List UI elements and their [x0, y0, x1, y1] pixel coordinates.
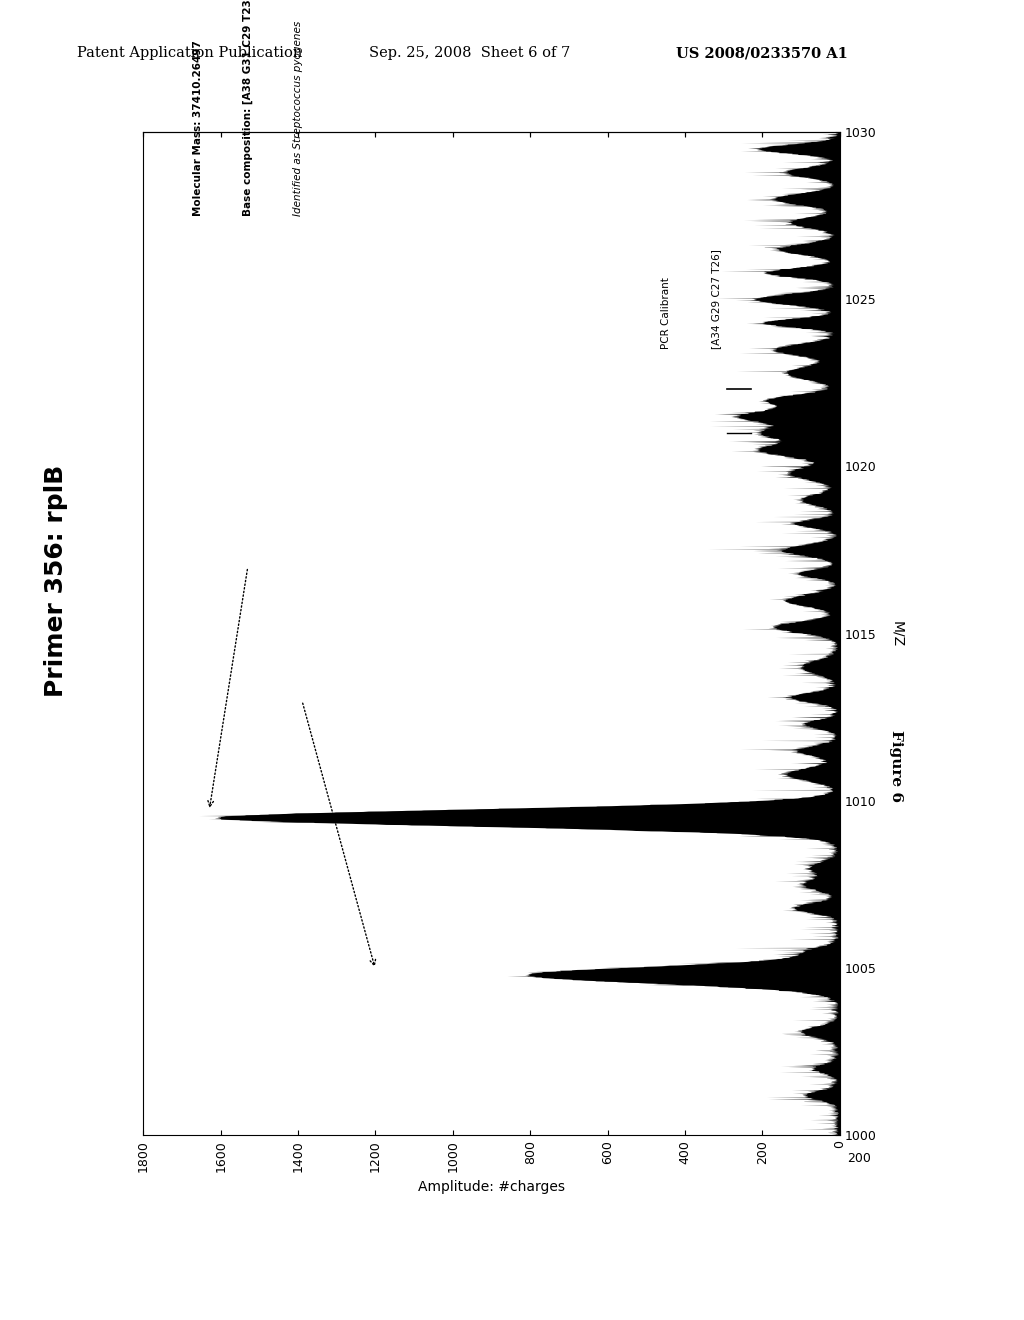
Text: US 2008/0233570 A1: US 2008/0233570 A1	[676, 46, 848, 61]
Text: Patent Application Publication: Patent Application Publication	[77, 46, 302, 61]
Text: 200: 200	[847, 1152, 871, 1166]
Y-axis label: M/Z: M/Z	[890, 620, 904, 647]
Text: Sep. 25, 2008  Sheet 6 of 7: Sep. 25, 2008 Sheet 6 of 7	[369, 46, 570, 61]
Text: PCR Calibrant: PCR Calibrant	[660, 277, 671, 350]
Text: Figure 6: Figure 6	[889, 730, 903, 801]
Text: Primer 356: rplB: Primer 356: rplB	[44, 465, 69, 697]
X-axis label: Amplitude: #charges: Amplitude: #charges	[418, 1180, 565, 1195]
Text: Base composition: [A38 G31 C29 T23]: Base composition: [A38 G31 C29 T23]	[243, 0, 253, 215]
Text: Identified as Streptococcus pyogenes: Identified as Streptococcus pyogenes	[293, 20, 303, 215]
Text: Molecular Mass: 37410.26497: Molecular Mass: 37410.26497	[193, 40, 203, 215]
Text: [A34 G29 C27 T26]: [A34 G29 C27 T26]	[711, 249, 721, 350]
